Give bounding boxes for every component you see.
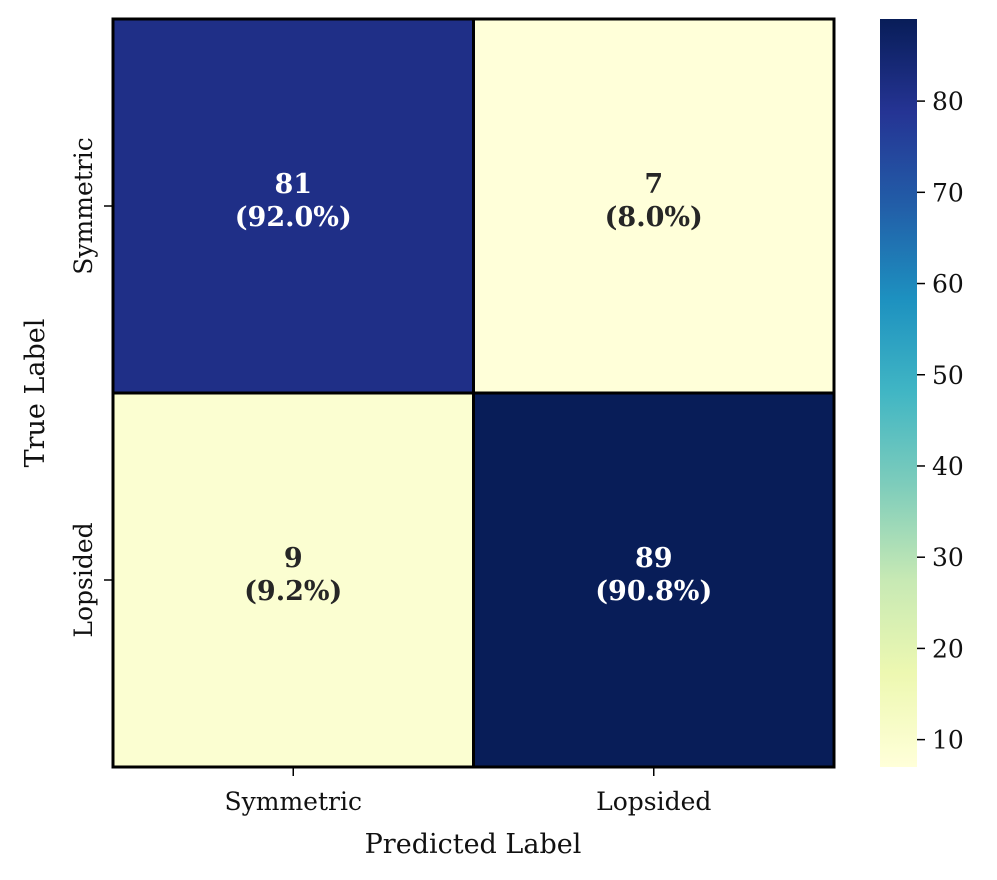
cell-count-label: 81: [274, 169, 312, 200]
colorbar-tick-label: 80: [932, 87, 964, 116]
y-axis-label: True Label: [20, 319, 51, 468]
colorbar: [880, 19, 917, 767]
x-axis-ticks: Symmetric Lopsided: [225, 767, 711, 816]
colorbar-tick-label: 60: [932, 270, 964, 299]
plot-frame: [111, 17, 836, 769]
colorbar-tick-label: 30: [932, 543, 964, 572]
cell-percent-label: (90.8%): [595, 576, 712, 607]
colorbar-tick-label: 70: [932, 178, 964, 207]
cell-count-label: 9: [284, 543, 303, 574]
colorbar-ticks: 10 20 30 40 50 60 70 80: [917, 87, 964, 755]
colorbar-tick-label: 20: [932, 634, 964, 663]
y-tick-label: Symmetric: [69, 137, 98, 274]
colorbar-tick-label: 40: [932, 452, 964, 481]
cell-percent-label: (92.0%): [235, 202, 352, 233]
colorbar-tick-label: 50: [932, 361, 964, 390]
cell-count-label: 89: [635, 543, 673, 574]
colorbar-tick-label: 10: [932, 726, 964, 755]
heatmap-cell: [111, 391, 475, 769]
heatmap-cells: [111, 17, 836, 769]
heatmap-cell: [472, 391, 836, 769]
heatmap-cell-labels: 81(92.0%) 7(8.0%) 9(9.2%) 89(90.8%): [235, 169, 712, 607]
heatmap-cell: [111, 17, 475, 395]
cell-percent-label: (9.2%): [244, 576, 342, 607]
heatmap-cell: [472, 17, 836, 395]
y-tick-label: Lopsided: [69, 522, 98, 637]
x-axis-label: Predicted Label: [365, 829, 582, 860]
x-tick-label: Lopsided: [596, 787, 711, 816]
x-tick-label: Symmetric: [225, 787, 362, 816]
cell-percent-label: (8.0%): [605, 202, 703, 233]
y-axis-ticks: Symmetric Lopsided: [69, 137, 113, 638]
cell-count-label: 7: [644, 169, 663, 200]
